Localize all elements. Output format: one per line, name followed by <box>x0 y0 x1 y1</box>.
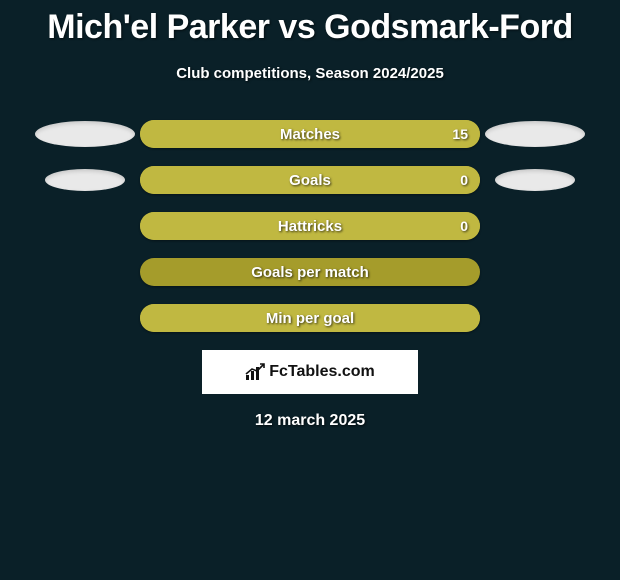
player-left-ellipse <box>35 121 135 147</box>
stat-value: 0 <box>460 218 468 234</box>
stat-label: Matches <box>280 126 340 143</box>
stat-row: Goals per match <box>0 258 620 286</box>
stat-value: 15 <box>452 126 468 142</box>
stat-bar: Hattricks 0 <box>140 212 480 240</box>
stat-bar: Matches 15 <box>140 120 480 148</box>
stat-bar: Goals per match <box>140 258 480 286</box>
stat-label: Goals <box>289 172 331 189</box>
stat-bar: Min per goal <box>140 304 480 332</box>
left-side <box>30 169 140 191</box>
logo-text: FcTables.com <box>269 363 375 381</box>
right-side <box>480 121 590 147</box>
subtitle: Club competitions, Season 2024/2025 <box>0 65 620 82</box>
stat-value: 0 <box>460 172 468 188</box>
page-title: Mich'el Parker vs Godsmark-Ford <box>0 0 620 47</box>
player-right-ellipse <box>495 169 575 191</box>
logo-box: FcTables.com <box>202 350 418 394</box>
stat-row: Goals 0 <box>0 166 620 194</box>
stat-label: Goals per match <box>251 264 369 281</box>
date-label: 12 march 2025 <box>0 412 620 430</box>
stat-label: Hattricks <box>278 218 342 235</box>
stat-rows: Matches 15 Goals 0 Hattricks 0 Goals per match… <box>0 120 620 332</box>
player-right-ellipse <box>485 121 585 147</box>
right-side <box>480 169 590 191</box>
stat-bar: Goals 0 <box>140 166 480 194</box>
chart-icon <box>245 363 265 381</box>
left-side <box>30 121 140 147</box>
stat-label: Min per goal <box>266 310 354 327</box>
stat-row: Min per goal <box>0 304 620 332</box>
stat-row: Hattricks 0 <box>0 212 620 240</box>
stat-row: Matches 15 <box>0 120 620 148</box>
player-left-ellipse <box>45 169 125 191</box>
